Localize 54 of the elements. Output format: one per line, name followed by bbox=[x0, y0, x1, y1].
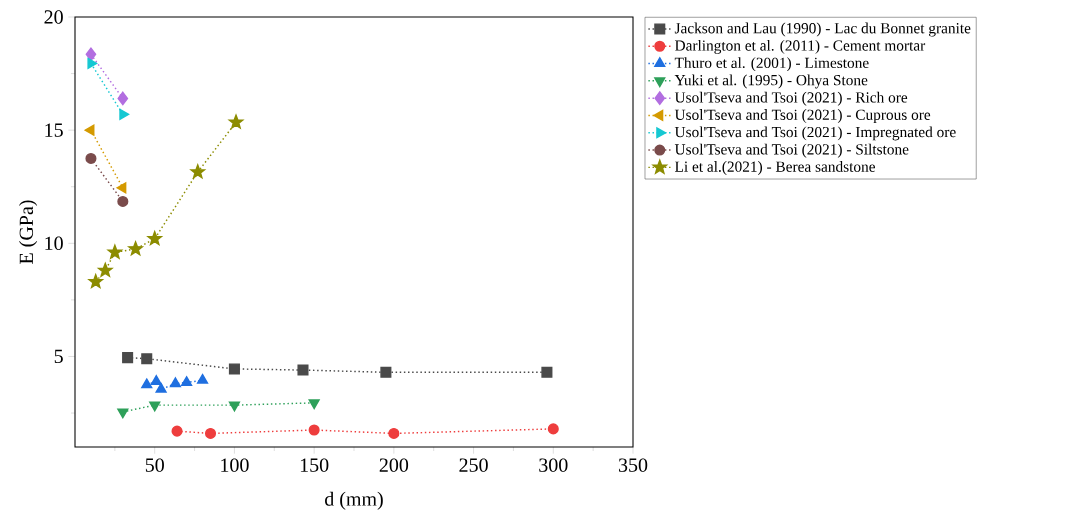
point bbox=[169, 377, 182, 388]
legend-label: Yuki et al. (1995) - Ohya Stone bbox=[674, 74, 868, 89]
point bbox=[149, 401, 161, 412]
point bbox=[171, 425, 183, 437]
point bbox=[388, 427, 400, 439]
point bbox=[181, 376, 193, 387]
point bbox=[308, 424, 320, 436]
point bbox=[117, 408, 129, 419]
point bbox=[204, 427, 217, 439]
y-tick-label: 15 bbox=[45, 123, 63, 137]
y-tick-label: 10 bbox=[45, 236, 63, 251]
point bbox=[541, 366, 553, 378]
point bbox=[122, 352, 134, 364]
legend-label: Li et al.(2021) - Berea sandstone bbox=[674, 161, 875, 175]
legend-label: Darlington et al. (2011) - Cement mortar bbox=[674, 39, 926, 54]
point bbox=[141, 378, 153, 389]
point bbox=[107, 244, 123, 259]
y-tick-label: 5 bbox=[54, 349, 63, 364]
legend-label: Jackson and Lau (1990) - Lac du Bonnet granite bbox=[674, 22, 971, 37]
point bbox=[97, 262, 113, 277]
point bbox=[190, 164, 206, 179]
x-tick-label: 300 bbox=[539, 458, 568, 472]
y-axis-title: E (GPa) bbox=[19, 200, 38, 264]
y-tick-label: 20 bbox=[44, 10, 63, 24]
point bbox=[155, 382, 167, 393]
point bbox=[85, 152, 97, 164]
point bbox=[117, 195, 129, 207]
point bbox=[228, 363, 240, 375]
point bbox=[380, 366, 392, 378]
x-tick-label: 200 bbox=[379, 458, 409, 472]
point bbox=[147, 231, 163, 246]
point bbox=[308, 399, 320, 410]
legend-label: Usol'Tseva and Tsoi (2021) - Siltstone bbox=[674, 143, 909, 158]
point bbox=[128, 241, 143, 256]
x-tick-label: 100 bbox=[221, 458, 249, 472]
point bbox=[228, 401, 241, 412]
legend-label: Thuro et al. (2001) - Limestone bbox=[674, 57, 869, 72]
point bbox=[85, 47, 97, 62]
x-tick-label: 150 bbox=[300, 458, 329, 472]
point bbox=[547, 423, 559, 435]
legend-label: Usol'Tseva and Tsoi (2021) - Impregnated ore bbox=[674, 126, 956, 141]
point bbox=[141, 353, 153, 365]
x-axis-title: d (mm) bbox=[325, 491, 383, 510]
point bbox=[117, 91, 129, 106]
point bbox=[297, 364, 309, 376]
x-tick-label: 250 bbox=[459, 458, 488, 472]
legend-label: Usol'Tseva and Tsoi (2021) - Rich ore bbox=[674, 91, 908, 106]
x-tick-label: 50 bbox=[145, 458, 164, 472]
legend-label: Usol'Tseva and Tsoi (2021) - Cuprous ore bbox=[674, 109, 931, 124]
x-tick-label: 350 bbox=[618, 458, 648, 472]
point bbox=[196, 373, 209, 384]
point bbox=[150, 375, 162, 385]
point bbox=[88, 274, 104, 289]
point bbox=[228, 114, 244, 129]
